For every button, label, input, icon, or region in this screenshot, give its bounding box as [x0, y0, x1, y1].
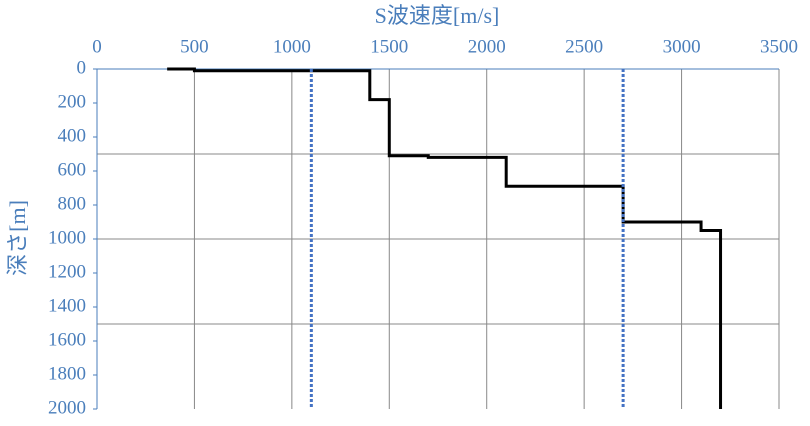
y-tick-label: 400	[58, 125, 87, 146]
y-tick-label: 1200	[48, 261, 86, 282]
y-axis-title: 深さ[m]	[5, 200, 30, 276]
x-tick-label: 1000	[273, 36, 311, 57]
x-tick-label: 2500	[565, 36, 603, 57]
y-tick-label: 1600	[48, 329, 86, 350]
x-tick-label: 3500	[760, 36, 798, 57]
y-tick-label: 600	[58, 159, 87, 180]
y-tick-label: 1400	[48, 295, 86, 316]
x-axis-title: S波速度[m/s]	[375, 3, 500, 28]
y-tick-label: 1000	[48, 227, 86, 248]
x-tick-label: 0	[92, 36, 102, 57]
y-tick-label: 200	[58, 91, 87, 112]
y-tick-label: 0	[77, 57, 87, 78]
y-tick-label: 800	[58, 193, 87, 214]
x-tick-label: 1500	[370, 36, 408, 57]
x-tick-label: 2000	[468, 36, 506, 57]
y-tick-label: 2000	[48, 397, 86, 418]
x-tick-label: 3000	[663, 36, 701, 57]
x-tick-label: 500	[180, 36, 209, 57]
y-tick-label: 1800	[48, 363, 86, 384]
